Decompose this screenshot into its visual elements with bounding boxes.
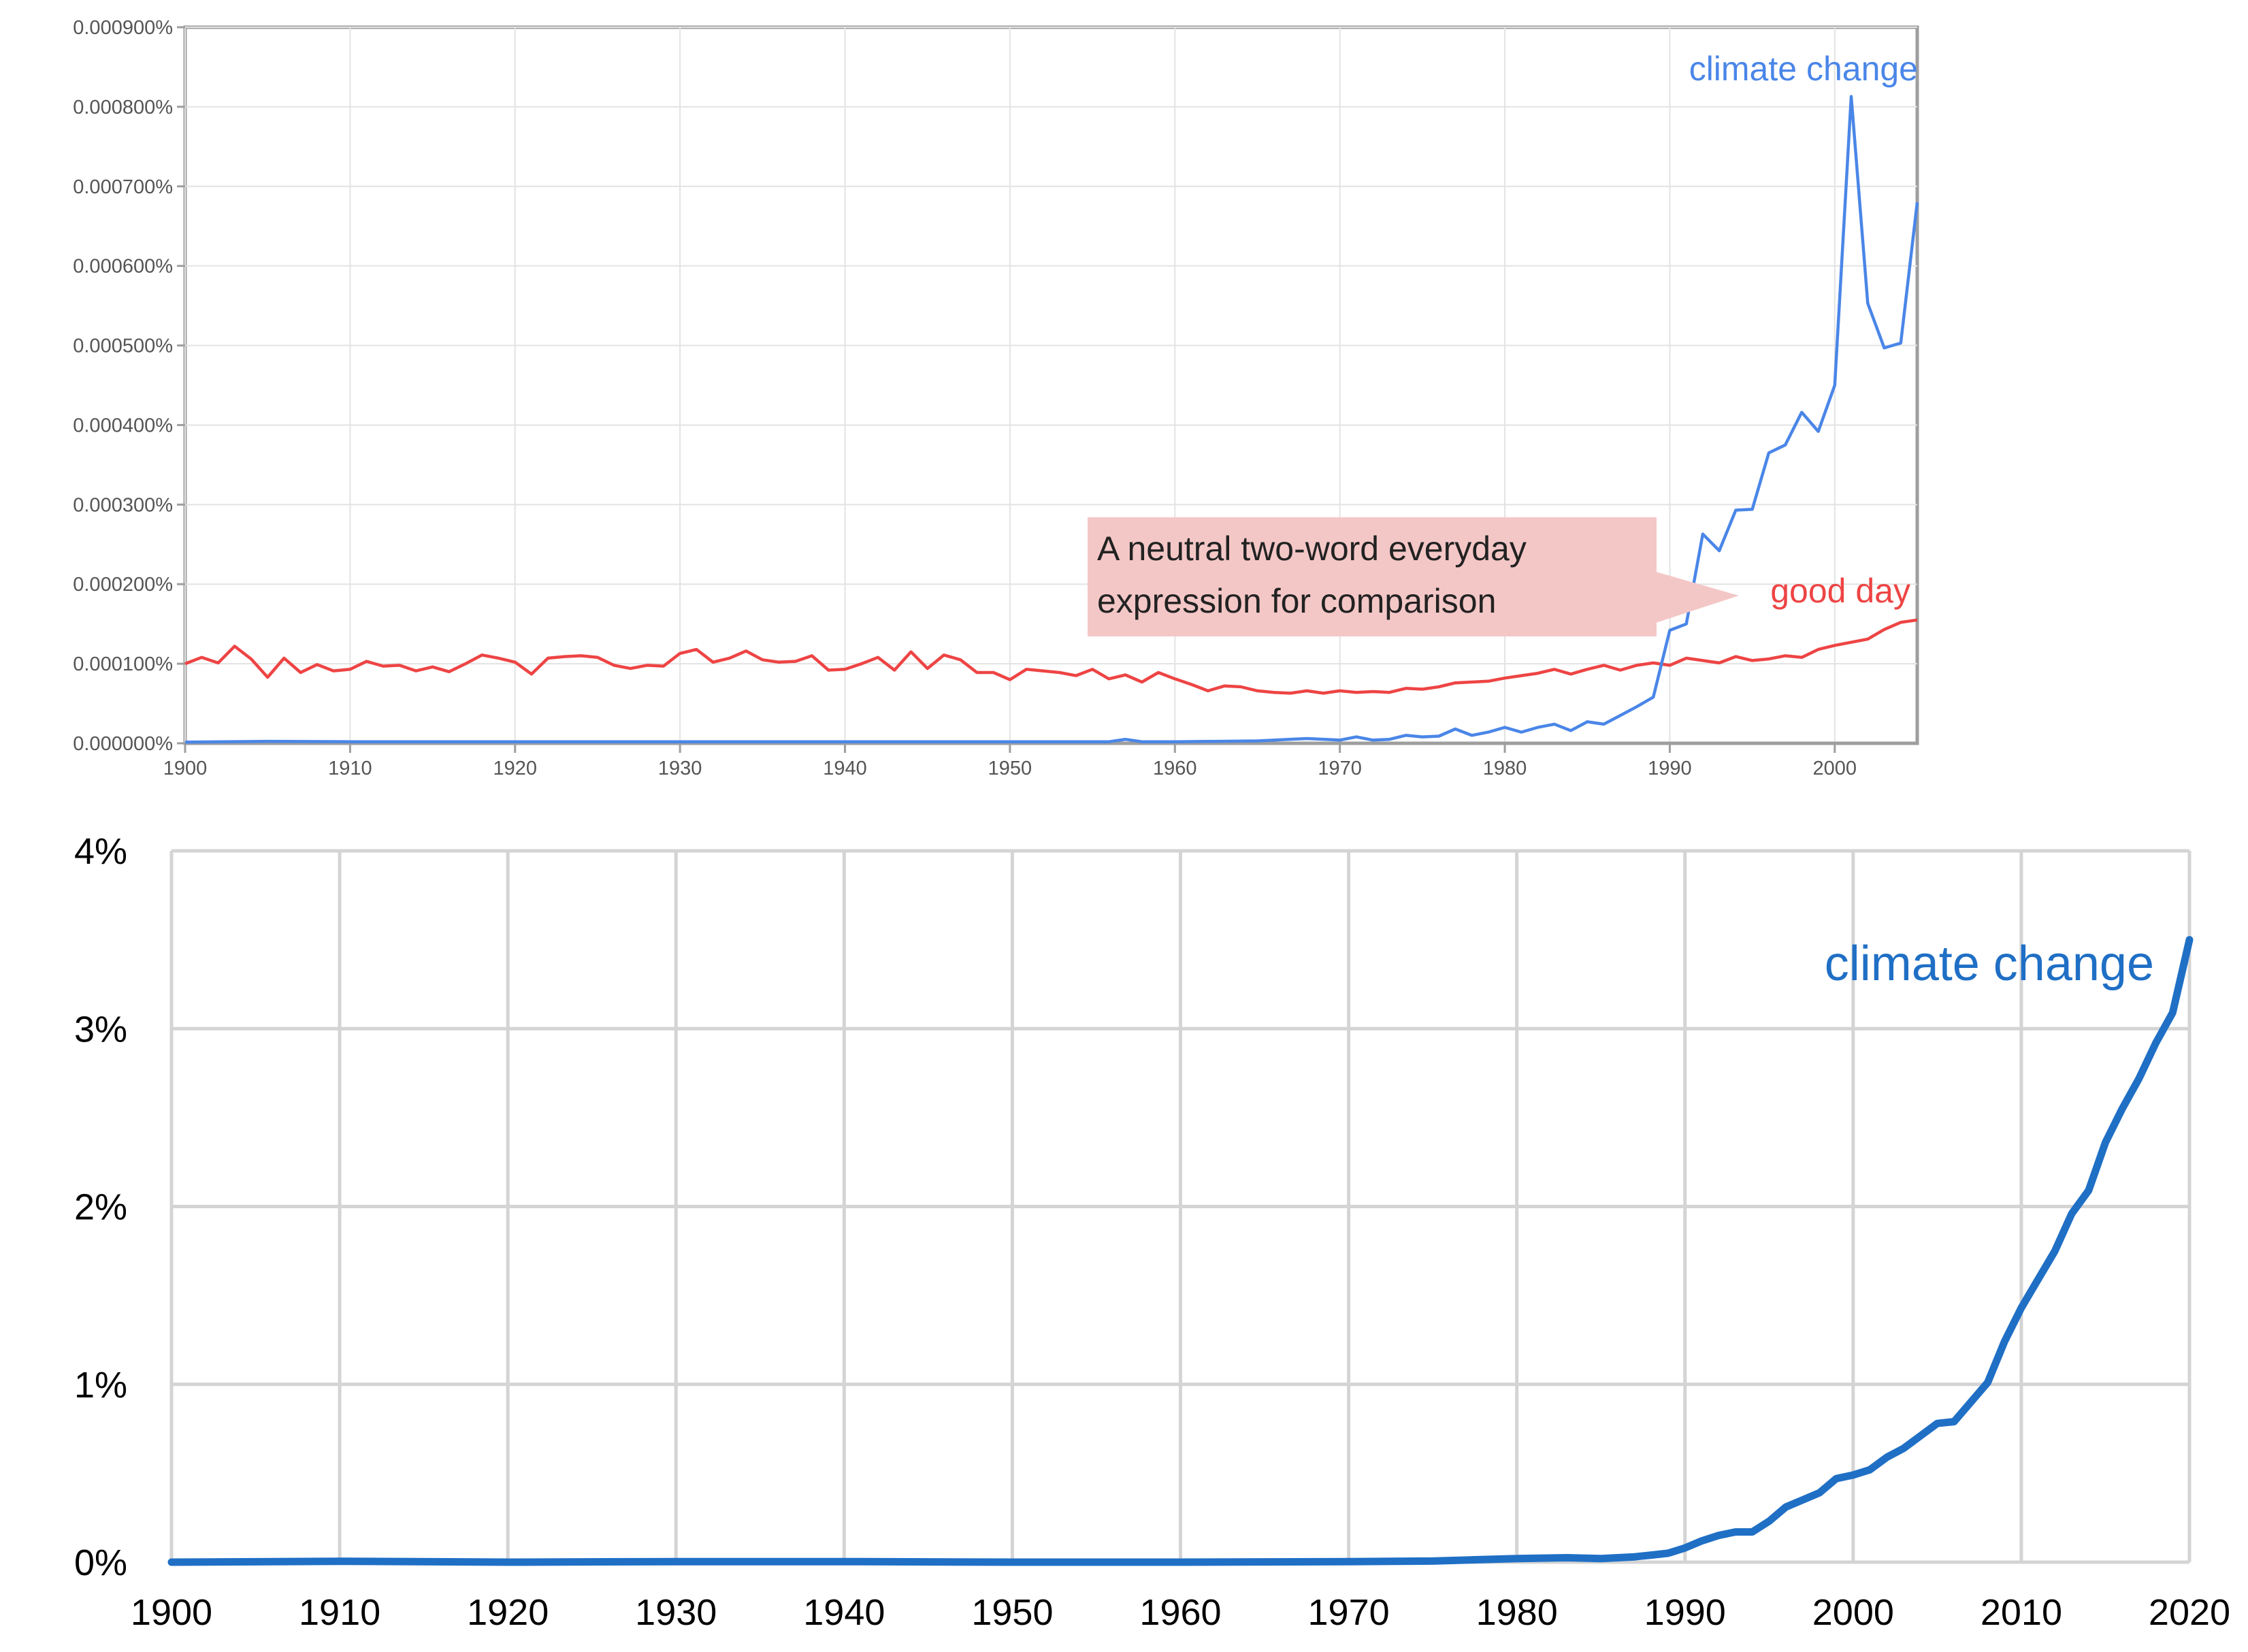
bottom-x-tick-label: 1960: [1139, 1592, 1221, 1633]
top-x-tick-label: 1990: [1648, 758, 1692, 779]
top-x-tick-label: 1930: [658, 758, 702, 779]
bottom-x-tick-label: 1990: [1644, 1592, 1726, 1633]
bottom-x-tick-label: 1940: [803, 1592, 885, 1633]
callout-line-1: A neutral two-word everyday: [1097, 530, 1527, 568]
annotation-callout: A neutral two-word everyday expression f…: [1088, 517, 1739, 636]
bottom-x-axis: 1900 1910 1920 1930 1940 1950 1960 1970 1980 1990…: [131, 1592, 2230, 1633]
top-x-tick-label: 2000: [1813, 758, 1857, 779]
top-x-tick-label: 1910: [328, 758, 372, 779]
bottom-y-axis: 0% 1% 2% 3% 4%: [74, 831, 127, 1583]
bottom-x-tick-label: 2000: [1812, 1592, 1894, 1633]
bottom-x-tick-label: 1930: [635, 1592, 717, 1633]
bottom-grid: [169, 849, 2192, 1564]
series-label-climate-change-bottom: climate change: [1825, 937, 2154, 991]
bottom-series: [167, 936, 2194, 1566]
series-label-good-day: good day: [1770, 572, 1910, 610]
top-chart: 1900 1910 1920 1930 1940 1950 1960 1970 1980 1990…: [73, 17, 1919, 779]
top-x-axis: 1900 1910 1920 1930 1940 1950 1960 1970 1980 1990…: [163, 741, 1917, 779]
top-y-tick-label: 0.000100%: [73, 653, 173, 675]
top-y-tick-label: 0.000500%: [73, 336, 173, 357]
top-y-tick-label: 0.000400%: [73, 415, 173, 436]
top-x-tick-label: 1920: [493, 758, 538, 779]
series-line-climate-change-bottom: [167, 936, 2194, 1566]
top-x-tick-label: 1950: [988, 758, 1032, 779]
top-y-tick-label: 0.000600%: [73, 256, 173, 278]
bottom-x-tick-label: 1980: [1476, 1592, 1558, 1633]
top-y-tick-label: 0.000200%: [73, 574, 173, 596]
top-x-tick-label: 1960: [1153, 758, 1197, 779]
bottom-x-tick-label: 1920: [467, 1592, 549, 1633]
top-y-tick-label: 0.000000%: [73, 733, 173, 755]
bottom-y-tick-label: 1%: [74, 1365, 127, 1406]
top-x-tick-label: 1940: [823, 758, 867, 779]
top-y-tick-label: 0.000700%: [73, 176, 173, 198]
bottom-x-tick-label: 1900: [131, 1592, 212, 1633]
bottom-y-tick-label: 4%: [74, 831, 127, 872]
top-y-tick-label: 0.000800%: [73, 97, 173, 118]
bottom-x-tick-label: 1950: [971, 1592, 1053, 1633]
top-y-tick-label: 0.000300%: [73, 494, 173, 516]
series-line-good-day: [184, 618, 1918, 695]
top-series: [184, 95, 1919, 744]
top-y-tick-label: 0.000900%: [73, 17, 173, 39]
callout-line-2: expression for comparison: [1097, 582, 1496, 620]
bottom-y-tick-label: 0%: [74, 1542, 127, 1583]
top-y-axis: 0.000000% 0.000100% 0.000200% 0.000300% 0.00…: [73, 17, 185, 755]
top-x-tick-label: 1980: [1483, 758, 1527, 779]
callout-pointer: [1656, 572, 1739, 623]
bottom-y-tick-label: 2%: [74, 1187, 127, 1228]
bottom-y-tick-label: 3%: [74, 1009, 127, 1050]
bottom-x-tick-label: 2020: [2149, 1592, 2230, 1633]
series-line-climate-change: [184, 95, 1919, 744]
callout-box: [1088, 517, 1657, 636]
bottom-x-tick-label: 1970: [1308, 1592, 1390, 1633]
bottom-x-tick-label: 2010: [1981, 1592, 2062, 1633]
top-x-tick-label: 1900: [163, 758, 208, 779]
top-x-tick-label: 1970: [1318, 758, 1362, 779]
bottom-x-tick-label: 1910: [299, 1592, 380, 1633]
series-label-climate-change-top: climate change: [1689, 50, 1918, 88]
